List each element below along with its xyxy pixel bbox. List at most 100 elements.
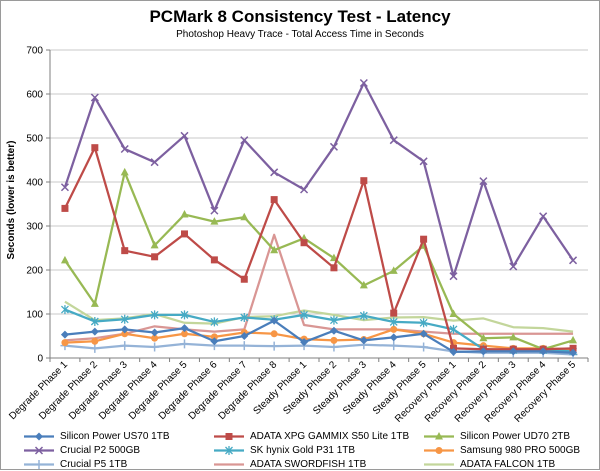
legend-swatch — [24, 432, 54, 441]
data-point — [239, 341, 249, 351]
data-point — [449, 324, 458, 334]
y-tick-label: 100 — [26, 310, 43, 321]
y-tick-label: 500 — [26, 134, 43, 145]
data-point — [60, 255, 69, 264]
series-line — [63, 146, 574, 351]
data-point — [150, 328, 159, 337]
data-point — [225, 433, 233, 440]
data-point — [60, 330, 69, 339]
data-point — [569, 348, 578, 357]
data-point — [225, 446, 233, 455]
y-tick-label: 300 — [26, 222, 43, 233]
data-point — [419, 329, 428, 338]
data-point — [449, 272, 458, 281]
data-point — [90, 327, 99, 336]
data-point — [270, 168, 279, 177]
data-point — [181, 230, 188, 238]
data-point — [270, 330, 278, 338]
data-point — [120, 314, 129, 324]
data-point — [360, 177, 368, 185]
data-point — [509, 332, 518, 341]
data-point — [569, 344, 577, 352]
data-point — [90, 343, 100, 353]
data-point — [210, 317, 219, 327]
data-point — [300, 338, 309, 347]
series-lines — [60, 78, 578, 359]
data-point — [240, 136, 249, 145]
data-point — [34, 460, 44, 469]
data-point — [90, 93, 99, 102]
data-point — [150, 310, 159, 320]
legend-label: SK hynix Gold P31 1TB — [250, 445, 356, 456]
legend-swatch — [24, 460, 54, 469]
data-point — [479, 333, 488, 342]
data-point — [449, 347, 458, 356]
data-point — [180, 324, 189, 333]
y-tick-label: 400 — [26, 178, 43, 189]
data-point — [389, 136, 398, 145]
y-tick-label: 200 — [26, 266, 43, 277]
data-point — [150, 158, 159, 167]
x-tick-label: Steady Phase 5 — [371, 359, 429, 417]
data-point — [150, 240, 159, 249]
data-point — [435, 447, 443, 454]
data-point — [34, 446, 44, 455]
data-point — [419, 318, 428, 328]
data-point — [569, 335, 578, 344]
series-line — [64, 171, 574, 351]
y-tick-label: 600 — [26, 90, 43, 101]
data-point — [180, 210, 189, 218]
series-0 — [60, 316, 578, 357]
data-point — [300, 239, 308, 247]
data-point — [389, 317, 398, 327]
data-point — [240, 212, 249, 221]
data-point — [240, 275, 248, 283]
data-point — [90, 316, 99, 326]
data-point — [210, 206, 219, 215]
series-line — [64, 342, 574, 356]
series-2 — [60, 167, 578, 353]
series-line — [63, 81, 574, 278]
legend-label: Silicon Power UD70 2TB — [460, 431, 571, 442]
data-point — [210, 217, 219, 225]
legend-swatch — [424, 432, 454, 440]
y-tick-label: 700 — [26, 46, 43, 57]
x-tick-label: Steady Phase 2 — [281, 359, 339, 417]
data-point — [390, 325, 398, 333]
legend-swatch — [24, 446, 54, 455]
series-3 — [60, 78, 578, 281]
legend-label: Samsung 980 PRO 500GB — [460, 445, 581, 456]
data-point — [120, 144, 129, 154]
data-point — [330, 336, 338, 344]
data-point — [269, 341, 279, 351]
data-point — [419, 342, 429, 352]
data-point — [569, 256, 578, 265]
data-point — [359, 311, 368, 321]
data-point — [435, 432, 443, 440]
legend-swatch — [214, 446, 244, 455]
data-point — [390, 309, 398, 317]
data-point — [329, 342, 339, 352]
legend-label: ADATA FALCON 1TB — [460, 459, 556, 470]
data-point — [359, 78, 368, 88]
data-point — [120, 167, 129, 176]
gridlines — [50, 49, 588, 315]
data-point — [181, 330, 188, 338]
data-point — [60, 183, 69, 192]
data-point — [151, 253, 159, 261]
data-point — [449, 309, 458, 317]
legend-label: ADATA XPG GAMMIX S50 Lite 1TB — [250, 431, 410, 442]
data-point — [61, 339, 69, 347]
chart-subtitle: Photoshop Heavy Trace - Total Access Tim… — [176, 29, 424, 40]
legend-swatch — [214, 433, 244, 440]
data-point — [389, 333, 398, 342]
x-tick-label: Steady Phase 3 — [311, 359, 369, 417]
legend-label: ADATA SWORDFISH 1TB — [250, 459, 367, 470]
data-point — [539, 212, 548, 221]
x-tick-label: Steady Phase 4 — [341, 359, 399, 417]
data-point — [419, 157, 428, 166]
data-point — [539, 347, 548, 356]
series-line — [64, 233, 574, 342]
data-point — [270, 316, 279, 325]
